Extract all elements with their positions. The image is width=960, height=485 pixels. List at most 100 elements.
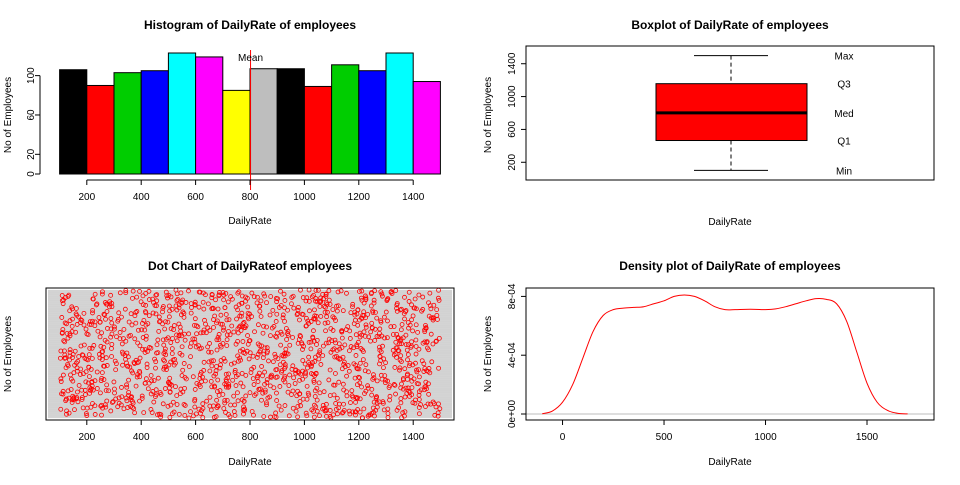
histogram-mean-label: Mean: [238, 53, 263, 64]
dotchart-point: [60, 372, 66, 378]
dotchart-point: [132, 313, 138, 319]
dotchart-point: [412, 296, 418, 302]
dotchart-point: [155, 375, 161, 381]
dotchart-point: [312, 388, 318, 394]
dotchart-point: [130, 288, 136, 294]
dotchart-point: [357, 289, 362, 294]
dotchart-point: [109, 304, 115, 310]
dotchart-point: [423, 404, 428, 409]
dotchart-point: [340, 381, 346, 387]
histogram-y-tick-label: 100: [26, 67, 37, 84]
dotchart-point: [160, 401, 166, 407]
dotchart-point: [377, 326, 383, 332]
boxplot-label-q1: Q1: [837, 137, 851, 148]
dotchart-point: [73, 329, 79, 335]
dotchart-point: [357, 375, 362, 381]
density-panel: Density plot of DailyRate of employees 0…: [483, 259, 935, 468]
boxplot-y-tick-label: 1000: [507, 85, 518, 108]
dotchart-point: [322, 408, 328, 414]
dotchart-point: [188, 409, 193, 415]
dotchart-point: [223, 312, 229, 317]
dotchart-point: [379, 291, 385, 297]
dotchart-point: [435, 413, 441, 419]
dotchart-point: [360, 349, 366, 355]
dotchart-point: [320, 343, 326, 349]
dotchart-point: [398, 353, 404, 359]
dotchart-point: [350, 301, 356, 307]
dotchart-point: [176, 302, 182, 308]
dotchart-point: [295, 404, 301, 409]
dotchart-point: [387, 397, 392, 403]
dotchart-point: [256, 387, 262, 392]
dotchart-point: [196, 304, 202, 310]
dotchart-point: [270, 359, 276, 365]
dotchart-point: [216, 332, 222, 337]
histogram-bar: [113, 72, 142, 175]
dotchart-point: [72, 407, 77, 413]
dotchart-point: [269, 325, 275, 331]
dotchart-point: [72, 362, 78, 368]
dotchart-point: [168, 402, 174, 408]
dotchart-point: [217, 290, 222, 295]
dotchart-point: [305, 318, 311, 324]
dotchart-point: [408, 374, 414, 380]
dotchart-point: [139, 396, 145, 401]
dotchart-point: [75, 399, 81, 405]
dotchart-point: [216, 293, 222, 299]
dotchart-point: [315, 320, 321, 326]
dotchart-point: [251, 382, 257, 387]
histogram-x-label: DailyRate: [228, 216, 272, 227]
dotchart-point: [386, 385, 392, 390]
dotchart-point: [88, 366, 94, 372]
dotchart-point: [66, 410, 72, 416]
dotchart-point: [284, 337, 289, 342]
dotchart-point: [293, 370, 299, 376]
histogram-x-tick-label: 1400: [402, 192, 425, 203]
dotchart-point: [369, 386, 375, 392]
dotchart-point: [347, 328, 353, 334]
dotchart-point: [162, 386, 168, 391]
dotchart-point: [120, 362, 125, 368]
dotchart-point: [116, 310, 122, 316]
dotchart-point: [399, 322, 405, 327]
dotchart-point: [267, 312, 273, 318]
dotchart-point: [353, 412, 358, 418]
dotchart-point: [339, 329, 345, 335]
dotchart-point: [58, 406, 64, 412]
dotchart-point: [123, 288, 129, 293]
dotchart-point: [140, 293, 146, 299]
dotchart-point: [273, 367, 279, 373]
dotchart-point: [119, 314, 124, 320]
dotchart-point: [262, 387, 268, 393]
dotchart-point: [215, 306, 221, 312]
dotchart-point: [100, 405, 105, 411]
dotchart-point: [341, 401, 346, 407]
dotchart-point: [396, 348, 402, 354]
dotchart-point: [176, 411, 182, 417]
dotchart-point: [197, 289, 203, 295]
dotchart-point: [65, 335, 71, 341]
dotchart-point: [383, 309, 389, 315]
dotchart-point: [115, 318, 121, 324]
dotchart-point: [314, 397, 320, 403]
dotchart-point: [405, 357, 410, 363]
dotchart-point: [286, 383, 292, 388]
dotchart-point: [429, 359, 435, 365]
dotchart-point: [430, 317, 436, 323]
dotchart-point: [406, 363, 412, 369]
dotchart-point: [350, 304, 355, 310]
dotchart-point: [195, 324, 201, 330]
dotchart-point: [213, 368, 219, 374]
dotchart-point: [393, 288, 399, 294]
dotchart-point: [76, 383, 82, 388]
dotchart-point: [97, 319, 103, 325]
dotchart-point: [191, 413, 196, 419]
dotchart-point: [403, 332, 409, 338]
dotchart-point: [408, 344, 414, 350]
dotchart-point: [174, 332, 179, 338]
dotchart-point: [361, 406, 367, 412]
dotchart-point: [144, 365, 150, 370]
dotchart-point: [207, 394, 213, 400]
dotchart-point: [271, 385, 277, 391]
dotchart-point: [323, 328, 328, 334]
